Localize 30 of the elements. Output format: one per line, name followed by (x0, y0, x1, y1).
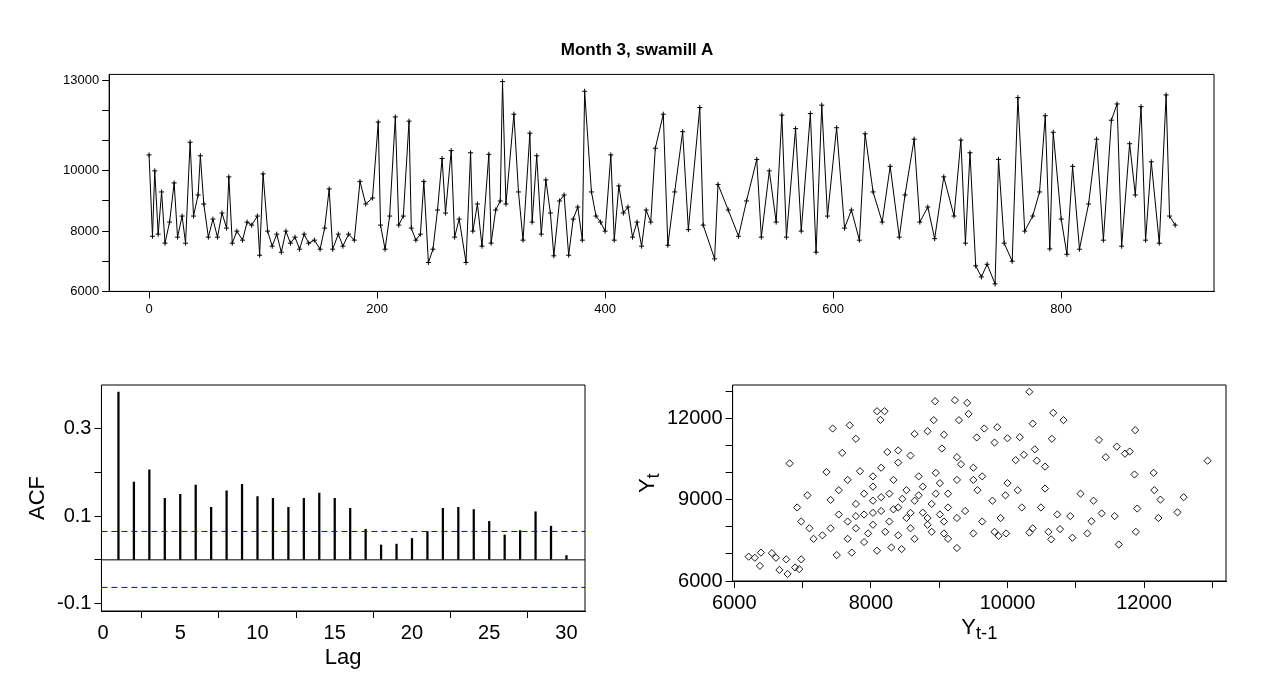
y-tick-label: 8000 (70, 222, 100, 238)
y-tick-label: 0.3 (63, 416, 92, 439)
x-tick-label: 10 (246, 620, 269, 643)
y-tick-label: 9000 (678, 487, 723, 510)
y-tick-label: 10000 (62, 162, 100, 178)
x-tick-label: 10000 (979, 590, 1036, 613)
x-tick-label: 30 (555, 620, 578, 643)
x-tick-label: 600 (822, 300, 845, 316)
y-tick-label: 6000 (70, 282, 100, 298)
x-tick-label: 400 (594, 300, 616, 316)
chart-title: Month 3, swamill A (560, 39, 714, 59)
x-tick-label: 0 (97, 620, 109, 643)
x-tick-label: 25 (478, 620, 501, 643)
x-tick-label: 6000 (712, 590, 757, 613)
y-axis-title: ACF (24, 476, 50, 520)
x-axis-title: Lag (324, 644, 362, 670)
x-tick-label: 0 (145, 300, 153, 316)
y-tick-label: 6000 (678, 568, 723, 591)
x-tick-label: 12000 (1116, 590, 1172, 613)
x-tick-label: 200 (366, 300, 388, 316)
y-tick-label: 12000 (666, 406, 723, 429)
x-tick-label: 8000 (848, 590, 894, 613)
x-tick-label: 15 (323, 620, 346, 643)
x-tick-label: 5 (174, 620, 186, 643)
y-tick-label: -0.1 (56, 591, 92, 614)
x-tick-label: 20 (400, 620, 424, 643)
x-axis-title: Y$_{t-1}$ (961, 614, 998, 645)
y-tick-label: 13000 (62, 72, 100, 88)
x-tick-label: 800 (1050, 300, 1073, 316)
y-tick-label: 0.1 (63, 503, 92, 526)
